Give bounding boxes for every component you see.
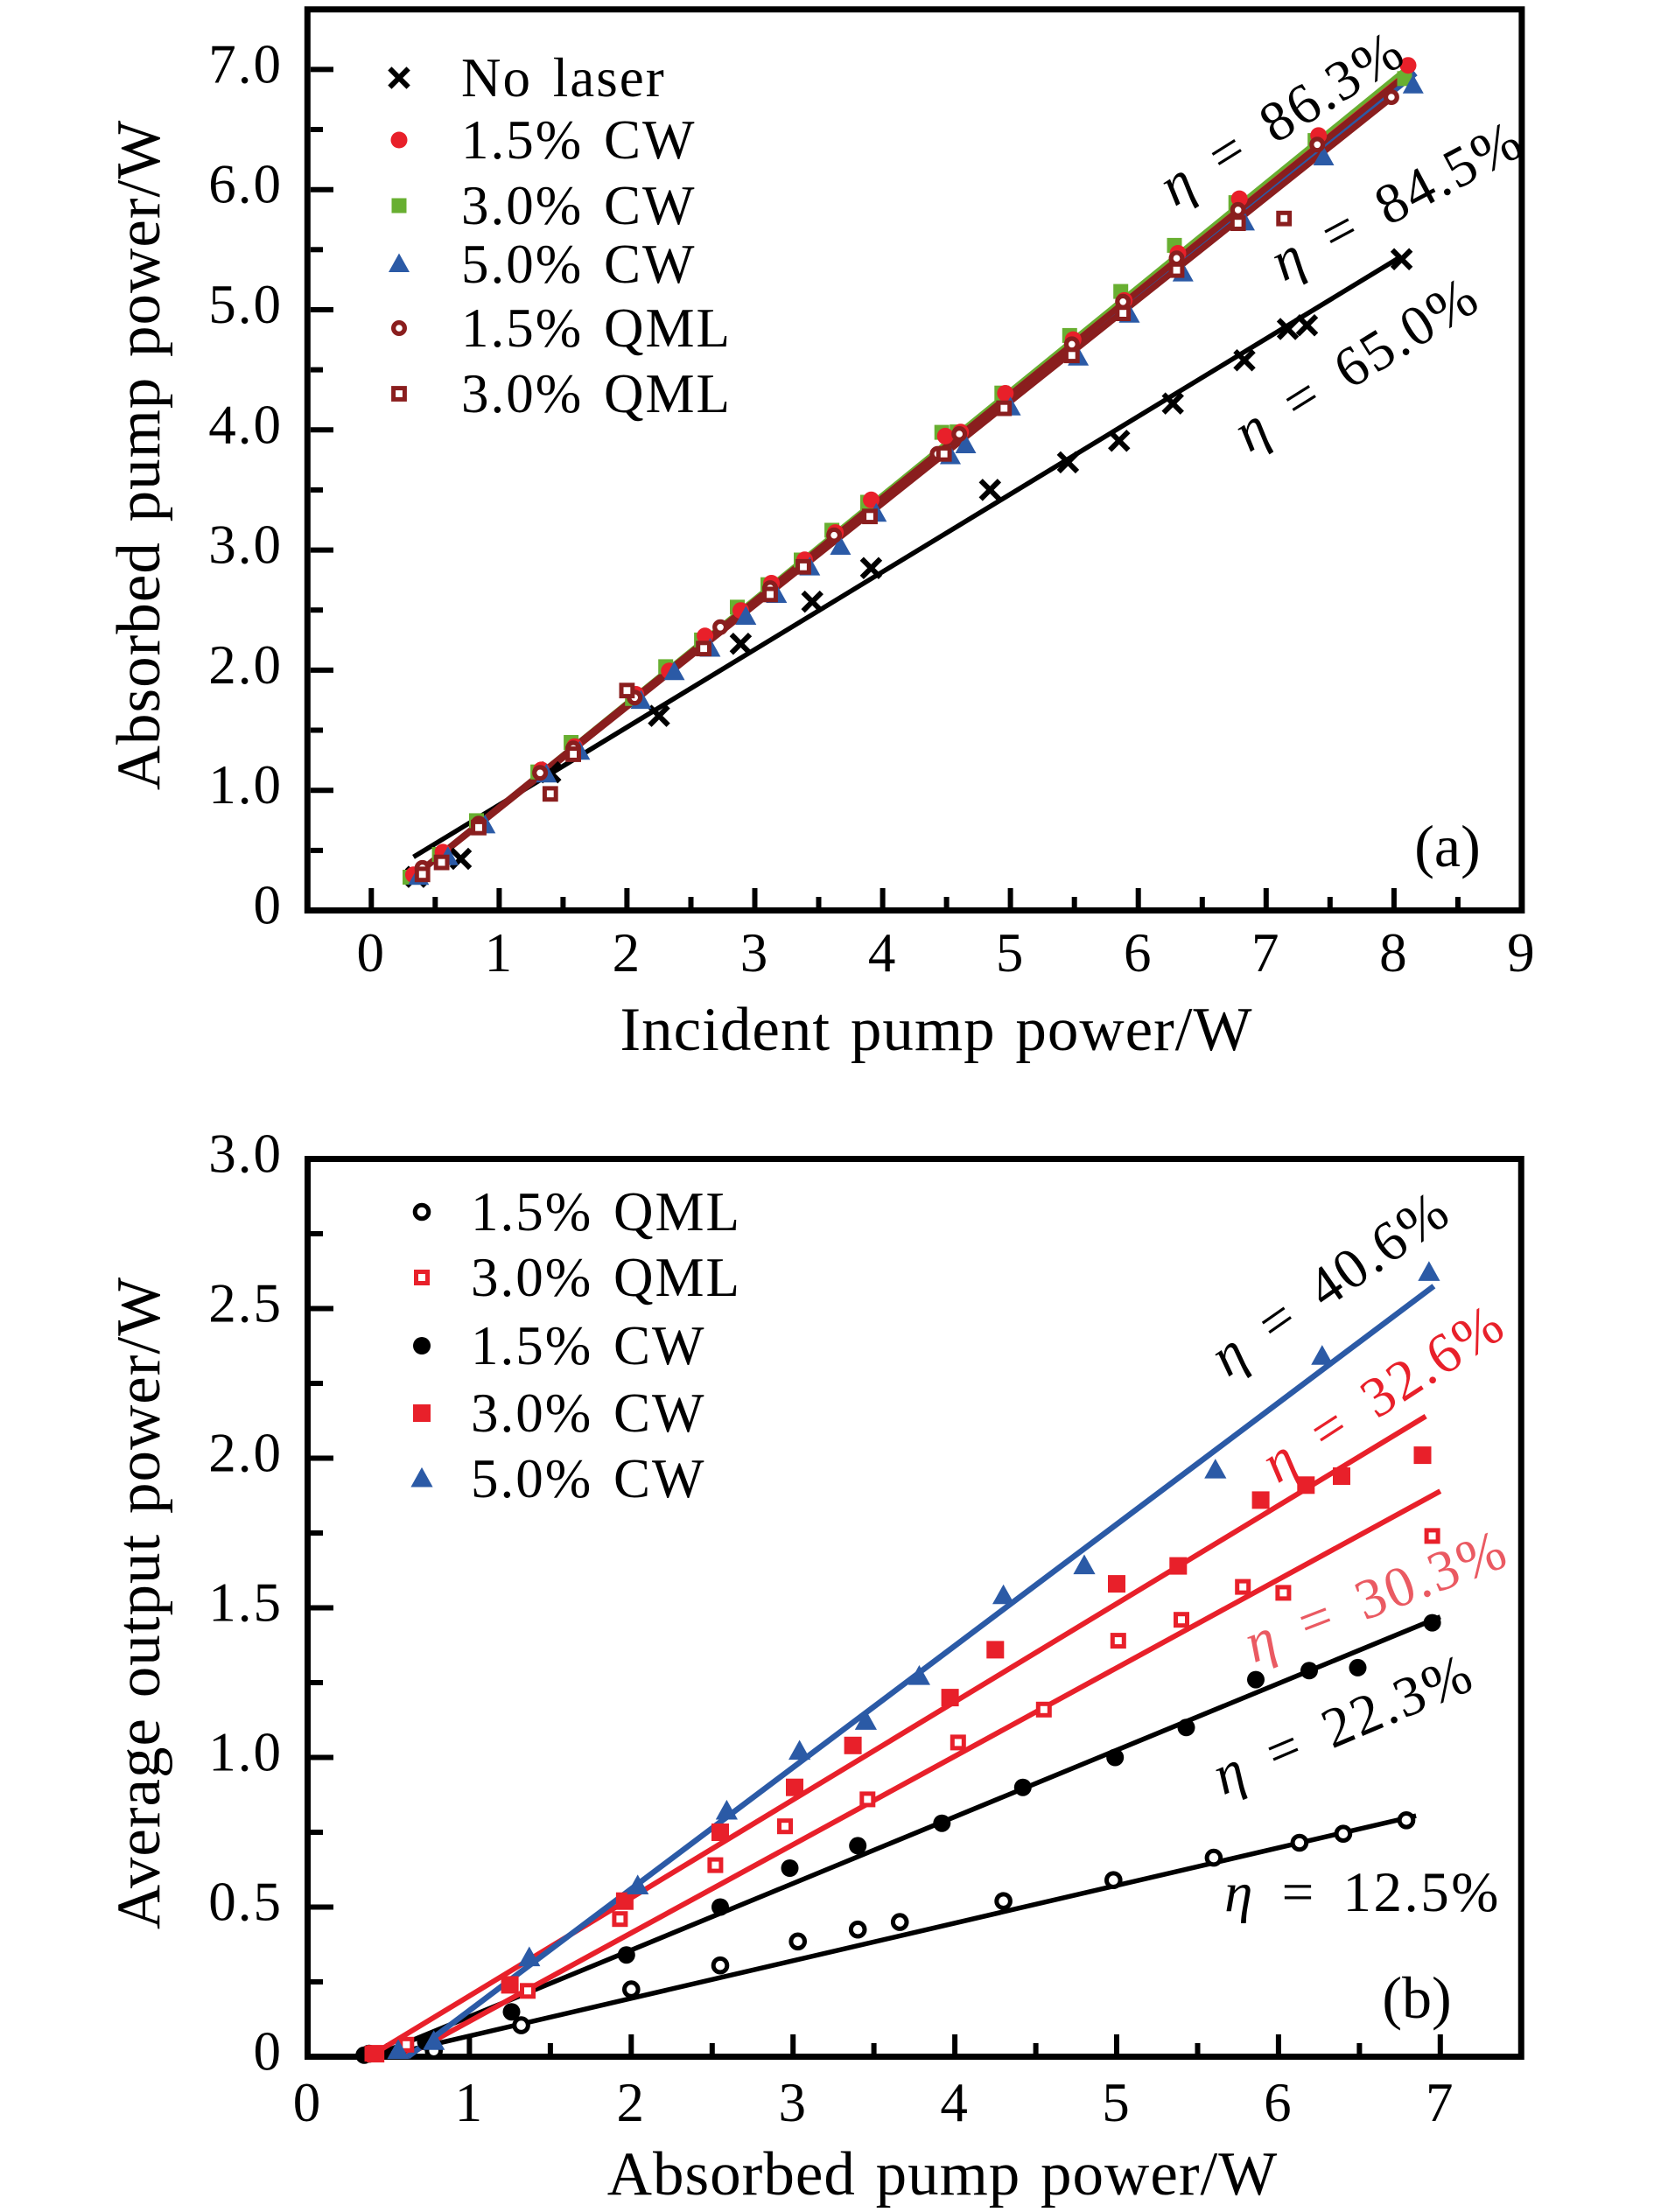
svg-text:2: 2 (617, 2072, 647, 2133)
svg-text:9: 9 (1507, 922, 1537, 984)
svg-text:7: 7 (1251, 922, 1281, 984)
svg-text:3.0% CW: 3.0% CW (471, 1382, 705, 1444)
svg-text:2.0: 2.0 (208, 634, 283, 696)
svg-text:Absorbed pump power/W: Absorbed pump power/W (607, 2140, 1278, 2208)
svg-text:0: 0 (357, 922, 387, 984)
svg-text:3: 3 (740, 922, 770, 984)
svg-text:3.0: 3.0 (208, 1124, 283, 1185)
svg-text:2: 2 (613, 922, 642, 984)
svg-text:6.0: 6.0 (208, 154, 283, 215)
svg-text:7.0: 7.0 (208, 33, 283, 94)
svg-text:3.0% QML: 3.0% QML (471, 1247, 741, 1308)
svg-text:5.0% CW: 5.0% CW (471, 1448, 705, 1509)
svg-text:1: 1 (485, 922, 515, 984)
svg-text:8: 8 (1379, 922, 1409, 984)
svg-text:3.0: 3.0 (208, 514, 283, 576)
svg-text:7: 7 (1426, 2072, 1455, 2133)
svg-text:4: 4 (940, 2072, 970, 2133)
svg-text:0.5: 0.5 (208, 1872, 283, 1933)
svg-text:(a): (a) (1414, 813, 1480, 879)
svg-text:5.0: 5.0 (208, 274, 283, 335)
svg-text:2.5: 2.5 (208, 1273, 283, 1334)
svg-text:Incident pump power/W: Incident pump power/W (620, 996, 1252, 1064)
svg-text:4: 4 (868, 922, 898, 984)
svg-text:4.0: 4.0 (208, 394, 283, 455)
svg-text:5: 5 (996, 922, 1026, 984)
svg-text:(b): (b) (1382, 1964, 1451, 2031)
svg-text:0: 0 (254, 875, 284, 936)
svg-text:1: 1 (455, 2072, 485, 2133)
svg-text:1.5% QML: 1.5% QML (471, 1181, 741, 1242)
svg-text:1.5: 1.5 (208, 1572, 283, 1634)
svg-text:3.0% CW: 3.0% CW (461, 175, 696, 236)
svg-text:1.5% CW: 1.5% CW (471, 1315, 705, 1376)
svg-text:No laser: No laser (461, 47, 666, 108)
svg-text:Average output power/W: Average output power/W (105, 1277, 173, 1929)
svg-text:2.0: 2.0 (208, 1423, 283, 1484)
svg-text:0: 0 (254, 2021, 284, 2082)
svg-text:η = 12.5%: η = 12.5% (1224, 1861, 1501, 1924)
svg-text:0: 0 (293, 2072, 323, 2133)
svg-text:1.0: 1.0 (208, 754, 283, 816)
svg-text:5: 5 (1102, 2072, 1132, 2133)
svg-text:1.0: 1.0 (208, 1722, 283, 1783)
svg-text:5.0% CW: 5.0% CW (461, 234, 696, 295)
svg-text:Absorbed pump power/W: Absorbed pump power/W (105, 120, 173, 790)
svg-text:1.5% QML: 1.5% QML (461, 298, 732, 359)
svg-text:3: 3 (778, 2072, 808, 2133)
svg-text:6: 6 (1124, 922, 1153, 984)
svg-text:3.0% QML: 3.0% QML (461, 363, 732, 424)
svg-text:6: 6 (1264, 2072, 1293, 2133)
svg-text:1.5% CW: 1.5% CW (461, 109, 696, 171)
